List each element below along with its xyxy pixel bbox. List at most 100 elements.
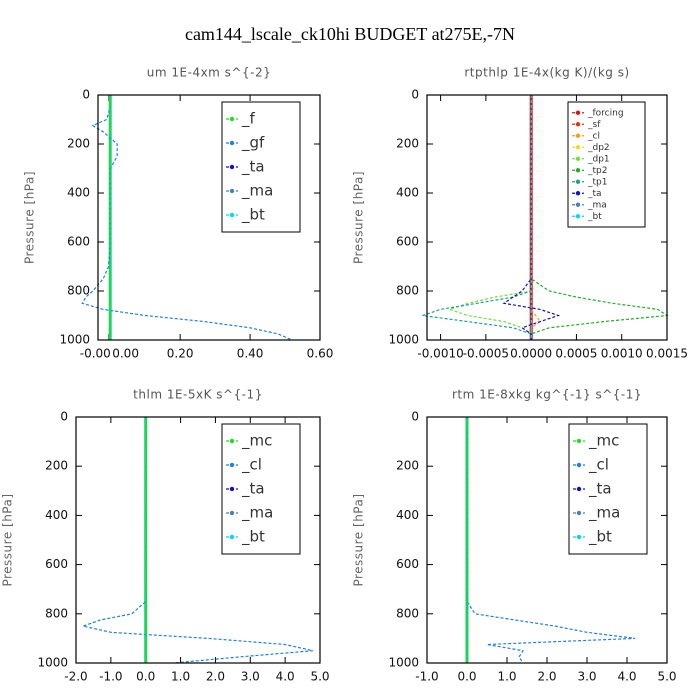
legend-box [567,101,646,228]
legend-label: _ma [587,200,607,210]
legend-marker [576,510,582,516]
y-tick-label: 400 [45,508,68,522]
y-tick-label: 600 [45,557,68,571]
legend-marker [229,486,235,492]
x-tick-label: -0.0005 [463,347,509,361]
legend-label: _f [241,110,256,129]
legend-label: _cl [587,131,600,141]
x-tick-label: 1.0 [497,670,516,684]
y-tick-label: 800 [45,606,68,620]
legend-marker [576,486,582,492]
legend-marker [575,179,581,184]
y-tick-label: 0 [82,88,90,102]
x-tick-label: 0.40 [237,347,264,361]
legend-label: _bt [241,528,265,547]
legend-marker [229,164,235,170]
plot-frame [426,94,668,341]
figure-title: cam144_lscale_ck10hi BUDGET at275E,-7N [185,24,515,44]
series-line [447,95,532,340]
legend-label: _cl [241,456,262,475]
x-tick-label: -0.0010 [417,347,463,361]
legend-marker [229,438,235,444]
y-tick-label: 800 [396,284,419,298]
legend-label: _ta [241,480,265,499]
y-tick-label: 200 [396,459,419,473]
legend-label: _dp1 [587,154,610,164]
x-tick-label: 2.0 [206,670,225,684]
y-tick-label: 400 [396,508,419,522]
y-tick-label: 0 [60,410,68,424]
x-tick-label: 0.0010 [601,347,643,361]
legend-marker [575,145,581,150]
legend-label: _gf [241,134,265,153]
y-tick-label: 600 [67,235,90,249]
x-tick-label: 4.0 [276,670,295,684]
plot-frame [97,94,321,341]
x-tick-label: 0.0015 [646,347,688,361]
legend-label: _bt [588,528,612,547]
legend-box [221,423,301,555]
legend-marker [575,122,581,127]
legend-label: _ta [587,189,602,199]
series-line [466,417,636,664]
x-tick-label: 5.0 [310,670,329,684]
panel-title: rtpthlp 1E-4x(kg K)/(kg s) [464,66,629,80]
legend-marker [576,438,582,444]
panel-title: um 1E-4xm s^{-2} [147,66,271,80]
panel-title: thlm 1E-5xK s^{-1} [133,388,263,402]
y-axis-label: Pressure [hPa] [1,493,15,586]
y-tick-label: 0 [411,410,419,424]
legend-label: _sf [587,120,601,130]
x-tick-label: 0.00 [112,347,139,361]
series-line [530,95,542,340]
y-tick-label: 200 [67,137,90,151]
legend-box [221,101,301,233]
panel: rtm 1E-8xkg kg^{-1} s^{-1} Pressure [hPa]… [352,388,677,684]
series-line [422,95,532,340]
legend-marker [575,110,581,115]
legend-box [568,423,648,555]
legend-marker [229,534,235,540]
y-tick-label: 400 [67,186,90,200]
plot-frame [75,416,321,664]
y-tick-label: 200 [45,459,68,473]
legend-label: _tp2 [587,166,607,176]
x-tick-label: -2.0 [64,670,87,684]
legend-marker [576,462,582,468]
legend-label: _ma [241,182,273,201]
legend-marker [575,214,581,219]
x-tick-label: 0.0 [457,670,476,684]
x-tick-label: 0.20 [167,347,194,361]
x-tick-label: -1.0 [99,670,122,684]
y-tick-label: 400 [396,186,419,200]
x-tick-label: -1.0 [415,670,438,684]
y-tick-label: 800 [67,284,90,298]
legend-marker [229,140,235,146]
legend-marker [575,191,581,196]
x-tick-label: 0.0000 [510,347,552,361]
y-tick-label: 1000 [59,333,90,347]
panel-title: rtm 1E-8xkg kg^{-1} s^{-1} [452,388,642,402]
legend-label: _bt [587,212,602,222]
x-tick-label: 0.60 [307,347,334,361]
legend-label: _ta [241,158,265,177]
panel: thlm 1E-5xK s^{-1} Pressure [hPa] 0 200 400 6… [1,388,330,684]
y-tick-label: 0 [411,88,419,102]
legend-label: _ma [588,504,620,523]
legend-marker [229,188,235,194]
legend-label: _ta [588,480,612,499]
x-tick-label: 1.0 [171,670,190,684]
legend-label: _tp1 [587,177,607,187]
legend-marker [229,462,235,468]
y-axis-label: Pressure [hPa] [23,171,37,264]
y-tick-label: 1000 [388,333,419,347]
legend-marker [229,510,235,516]
x-tick-label: 0.0 [136,670,155,684]
legend-marker [576,534,582,540]
series-line [502,95,561,340]
x-tick-label: 5.0 [657,670,676,684]
x-tick-label: 3.0 [577,670,596,684]
legend-marker [575,168,581,173]
x-tick-label: 3.0 [241,670,260,684]
